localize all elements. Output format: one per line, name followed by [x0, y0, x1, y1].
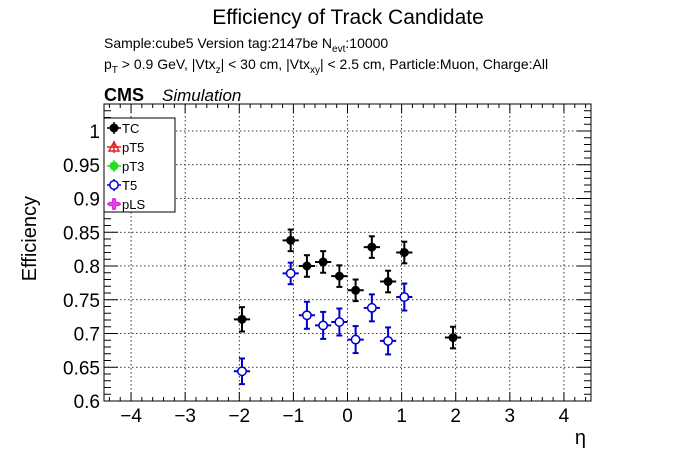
x-tick-label: 2	[450, 406, 461, 427]
y-tick-label: 0.65	[63, 358, 100, 379]
subtitle-cut-c: | < 2.5 cm, Particle:Muon, Charge:All	[320, 56, 548, 72]
data-point-t5	[298, 300, 316, 330]
y-tick-label: 0.8	[74, 257, 100, 278]
y-axis: 0.6 0.65 0.7 0.75 0.8 0.85 0.9 0.95 1	[63, 103, 591, 413]
legend-entry-pls: pLS	[107, 197, 145, 212]
x-tick-label: 3	[505, 406, 516, 427]
x-axis: −4 −3 −2 −1 0 1 2 3 4	[108, 104, 587, 427]
x-tick-label: −4	[120, 406, 142, 427]
x-tick-label: 4	[559, 406, 570, 427]
chart-title: Efficiency of Track Candidate	[212, 6, 484, 29]
legend-entry-pt5: pT5	[107, 140, 144, 155]
data-point-tc	[331, 264, 348, 288]
series-t5	[233, 261, 413, 386]
marker-t5	[366, 302, 377, 313]
y-axis-label: Efficiency	[19, 196, 41, 281]
data-point-t5	[363, 293, 380, 323]
legend: TC pT5 pT3 T5 pLS	[103, 117, 176, 213]
subtitle-line2: pT > 0.9 GeV, |Vtxz| < 30 cm, |Vtxxy| < …	[104, 56, 548, 76]
x-axis-label: η	[575, 427, 586, 449]
x-tick-label: 1	[396, 406, 407, 427]
marker-tc	[351, 285, 361, 295]
data-point-t5	[379, 326, 397, 356]
data-point-t5	[315, 310, 332, 340]
marker-tc	[367, 242, 377, 252]
marker-t5	[318, 320, 329, 331]
marker-tc	[318, 257, 328, 267]
marker-t5	[334, 317, 345, 327]
y-tick-label: 0.85	[63, 223, 100, 244]
series-layer	[233, 228, 462, 386]
marker-t5	[285, 268, 296, 279]
legend-entry-t5: T5	[107, 178, 137, 193]
x-tick-label: −3	[174, 406, 196, 427]
data-point-tc	[282, 228, 299, 253]
legend-items: TC pT5 pT3 T5 pLS	[107, 121, 145, 212]
legend-marker-pt5	[107, 140, 121, 152]
subtitle-xy-sub: xy	[310, 65, 320, 76]
data-point-tc	[379, 269, 397, 294]
marker-t5	[383, 335, 394, 346]
marker-tc	[448, 333, 458, 343]
data-point-t5	[282, 261, 299, 286]
marker-t5	[237, 366, 247, 377]
data-point-tc	[347, 278, 364, 303]
marker-tc	[383, 277, 393, 287]
legend-marker-tc	[109, 123, 119, 133]
data-point-tc	[315, 250, 332, 274]
data-point-t5	[233, 357, 251, 386]
legend-entry-tc: TC	[107, 121, 139, 136]
subtitle-cut-b: | < 30 cm, |Vtx	[221, 56, 310, 72]
series-tc	[233, 228, 462, 350]
marker-tc	[302, 261, 312, 271]
legend-label: T5	[122, 178, 137, 193]
y-tick-label: 0.95	[63, 156, 100, 177]
data-point-tc	[444, 325, 462, 350]
subtitle-sample: Sample:cube5 Version tag:2147be N	[104, 35, 332, 51]
marker-t5	[350, 334, 361, 345]
x-tick-label: −2	[228, 406, 250, 427]
legend-label: pT3	[122, 159, 144, 174]
cms-simulation-label: Simulation	[162, 86, 241, 105]
marker-tc	[237, 314, 247, 324]
marker-tc	[334, 271, 344, 281]
data-point-t5	[396, 282, 413, 312]
grid	[104, 104, 591, 402]
subtitle-z-sub: z	[216, 65, 221, 76]
y-tick-label: 0.75	[63, 291, 100, 312]
subtitle-p: p	[104, 56, 112, 72]
marker-t5	[301, 310, 312, 321]
y-tick-label: 1	[89, 122, 100, 143]
marker-t5	[399, 292, 410, 302]
subtitle-line1: Sample:cube5 Version tag:2147be Nevt:100…	[104, 35, 388, 55]
x-tick-label: 0	[342, 406, 353, 427]
data-point-tc	[298, 254, 316, 278]
legend-label: TC	[122, 121, 139, 136]
y-tick-label: 0.7	[74, 325, 100, 346]
marker-tc	[286, 235, 296, 245]
subtitle-cut-a: > 0.9 GeV, |Vtx	[118, 56, 216, 72]
subtitle-nevt-sub: evt	[332, 44, 346, 55]
y-tick-label: 0.9	[74, 190, 100, 211]
legend-entry-pt3: pT3	[107, 159, 144, 174]
subtitle-p-sub: T	[112, 65, 118, 76]
cms-label: CMS	[104, 85, 144, 105]
data-point-tc	[233, 306, 251, 333]
legend-marker-pt3	[109, 161, 119, 171]
data-point-t5	[331, 307, 348, 337]
data-point-tc	[363, 235, 380, 259]
x-tick-label: −1	[283, 406, 305, 427]
y-tick-label: 0.6	[74, 392, 100, 413]
subtitle-nevt-value: :10000	[345, 35, 388, 51]
legend-label: pLS	[122, 197, 145, 212]
legend-marker-t5	[109, 180, 119, 190]
legend-label: pT5	[122, 140, 144, 155]
data-point-tc	[396, 240, 413, 265]
legend-marker-pls	[108, 198, 120, 210]
data-point-t5	[347, 325, 364, 355]
marker-tc	[399, 248, 409, 257]
